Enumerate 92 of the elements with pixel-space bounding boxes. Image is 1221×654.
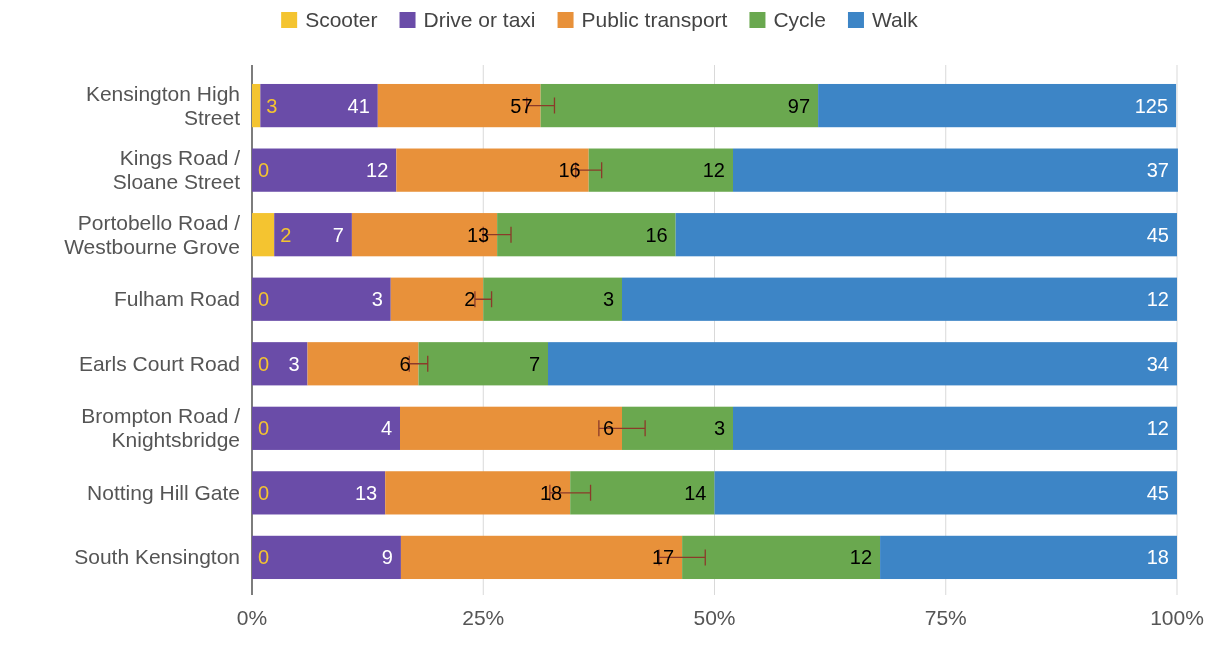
bar — [396, 148, 589, 192]
bar — [260, 83, 378, 128]
bar — [675, 213, 1177, 257]
annotation: 12 — [366, 159, 389, 182]
bar — [390, 277, 484, 321]
annotation: 13 — [354, 481, 378, 504]
bar — [252, 148, 397, 192]
annotation: 3 — [602, 288, 614, 311]
legend-label: Drive or taxi — [423, 8, 536, 31]
y-tick-label: Kensington High Street — [85, 81, 241, 129]
bar — [570, 471, 715, 515]
bar — [622, 277, 1177, 321]
annotation: 57 — [510, 94, 533, 117]
legend-label: Scooter — [305, 8, 378, 31]
bar — [880, 535, 1177, 580]
annotation: 17 — [651, 546, 675, 569]
annotation: 97 — [787, 94, 811, 117]
annotation: 34 — [1146, 352, 1169, 375]
legend-label: Cycle — [773, 8, 826, 31]
annotation: 0 — [258, 159, 270, 182]
annotation: 4 — [380, 417, 392, 440]
y-tick-label: Notting Hill Gate — [87, 480, 240, 504]
annotation: 9 — [381, 546, 393, 569]
bar — [274, 213, 352, 257]
annotation: 16 — [645, 223, 668, 246]
bar — [418, 342, 548, 386]
bar — [252, 213, 275, 257]
bar — [682, 535, 881, 580]
y-tick-label: Earls Court Road — [78, 351, 240, 375]
bar — [385, 471, 571, 515]
bar — [483, 277, 622, 321]
x-tick-label: 100% — [1150, 606, 1204, 629]
y-tick-label: South Kensington — [74, 545, 240, 569]
annotation: 7 — [528, 352, 540, 375]
annotation: 0 — [258, 352, 270, 375]
annotation: 12 — [1146, 288, 1169, 311]
bar — [252, 406, 400, 450]
bar — [548, 342, 1177, 386]
annotation: 0 — [258, 417, 270, 440]
legend-label: Walk — [871, 8, 919, 31]
bar — [818, 83, 1177, 128]
annotation: 6 — [399, 352, 411, 375]
bar — [252, 83, 261, 128]
annotation: 12 — [1146, 417, 1169, 440]
annotation: 3 — [713, 417, 725, 440]
bar — [400, 406, 622, 450]
annotation: 2 — [280, 223, 292, 246]
x-tick-label: 50% — [693, 606, 736, 629]
annotation: 7 — [332, 223, 344, 246]
bar — [252, 277, 391, 321]
annotation: 45 — [1146, 481, 1169, 504]
annotation: 3 — [288, 352, 300, 375]
legend-label: Public transport — [581, 8, 728, 31]
x-tick-label: 75% — [924, 606, 967, 629]
bar — [733, 148, 1178, 192]
y-tick-label: Fulham Road — [113, 287, 240, 311]
bar — [252, 535, 401, 580]
annotation: 2 — [464, 288, 476, 311]
x-tick-label: 0% — [236, 606, 268, 629]
annotation: 125 — [1134, 94, 1169, 117]
bar — [497, 213, 676, 257]
annotation: 12 — [849, 546, 873, 569]
bar — [733, 406, 1177, 450]
annotation: 16 — [558, 159, 581, 182]
bar — [377, 83, 541, 128]
annotation: 18 — [539, 481, 563, 504]
annotation: 37 — [1146, 159, 1169, 182]
annotation: 0 — [258, 481, 270, 504]
y-tick-label: Portobello Road / Westbourne Grove — [64, 210, 241, 258]
annotation: 45 — [1146, 223, 1169, 246]
bar — [351, 213, 498, 257]
bar — [588, 148, 733, 192]
annotation: 13 — [466, 223, 490, 246]
bar — [540, 83, 819, 128]
annotation: 3 — [371, 288, 383, 311]
bar — [252, 471, 386, 515]
bar — [400, 535, 683, 580]
y-tick-label: Kings Road / Sloane Street — [112, 146, 241, 194]
annotation: 0 — [258, 288, 270, 311]
bar — [622, 406, 733, 450]
annotation: 3 — [266, 94, 278, 117]
annotation: 18 — [1146, 546, 1169, 569]
annotation: 6 — [602, 417, 614, 440]
annotation: 41 — [347, 94, 370, 117]
annotation: 0 — [258, 546, 270, 569]
bar — [307, 342, 419, 386]
bar — [714, 471, 1177, 515]
annotation: 14 — [684, 481, 707, 504]
y-tick-label: Brompton Road / Knightsbridge — [81, 404, 241, 452]
x-tick-label: 25% — [462, 606, 505, 629]
bar — [252, 342, 308, 386]
annotation: 12 — [702, 159, 725, 182]
